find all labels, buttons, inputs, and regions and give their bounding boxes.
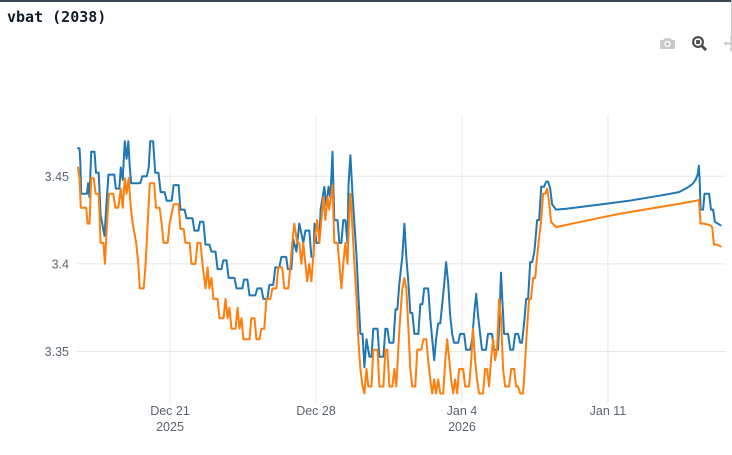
y-tick-label: 3.4 — [52, 257, 69, 271]
y-tick-label: 3.45 — [45, 170, 69, 184]
chart-title: vbat (2038) — [7, 8, 107, 26]
vbat-series-1-line — [77, 140, 722, 369]
plotly-modebar — [656, 32, 732, 54]
y-tick-label: 3.35 — [45, 345, 69, 359]
camera-icon[interactable] — [656, 32, 678, 54]
pan-icon[interactable] — [720, 32, 732, 54]
x-tick-label: 2026 — [448, 420, 476, 434]
x-tick-label: Dec 21 — [150, 404, 190, 418]
vbat-series-2-line — [77, 166, 722, 395]
x-tick-label: Jan 4 — [447, 404, 478, 418]
x-tick-label: Jan 11 — [590, 404, 627, 418]
window-top-border — [0, 0, 732, 2]
x-tick-label: Dec 28 — [296, 404, 336, 418]
zoom-icon[interactable] — [688, 32, 710, 54]
x-tick-label: 2025 — [156, 420, 184, 434]
